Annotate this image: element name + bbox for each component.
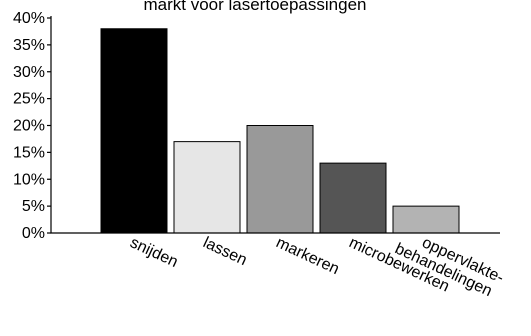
bar-microbewerken bbox=[319, 162, 387, 234]
bar-markeren bbox=[246, 125, 314, 234]
x-category-label: lassen bbox=[200, 234, 249, 269]
y-axis-ticks: 0% 5% 10% 15% 20% 25% 30% 35% 40% bbox=[13, 10, 51, 242]
y-tick-label: 20% bbox=[13, 118, 45, 135]
chart-axes bbox=[50, 16, 500, 234]
y-tick-label: 15% bbox=[13, 144, 45, 161]
y-tick-label: 35% bbox=[13, 37, 45, 54]
y-tick-label: 5% bbox=[22, 198, 45, 215]
bar-oppervlakte-behandelingen bbox=[392, 205, 460, 234]
x-category-label: snijden bbox=[127, 234, 180, 271]
y-tick-label: 30% bbox=[13, 64, 45, 81]
chart-title: markt voor lasertoepassingen bbox=[143, 0, 366, 14]
y-tick-label: 0% bbox=[22, 225, 45, 242]
bar-snijden bbox=[100, 28, 168, 234]
y-tick-label: 10% bbox=[13, 171, 45, 188]
bar-lassen bbox=[173, 141, 241, 234]
x-category-label: markeren bbox=[273, 234, 341, 278]
x-axis-labels: snijden lassen markeren microbewerkenopperv… bbox=[127, 225, 506, 302]
y-tick-label: 40% bbox=[13, 10, 45, 27]
bars bbox=[100, 28, 460, 234]
x-category-label: oppervlakte-behandelingen bbox=[392, 225, 506, 302]
y-tick-label: 25% bbox=[13, 91, 45, 108]
